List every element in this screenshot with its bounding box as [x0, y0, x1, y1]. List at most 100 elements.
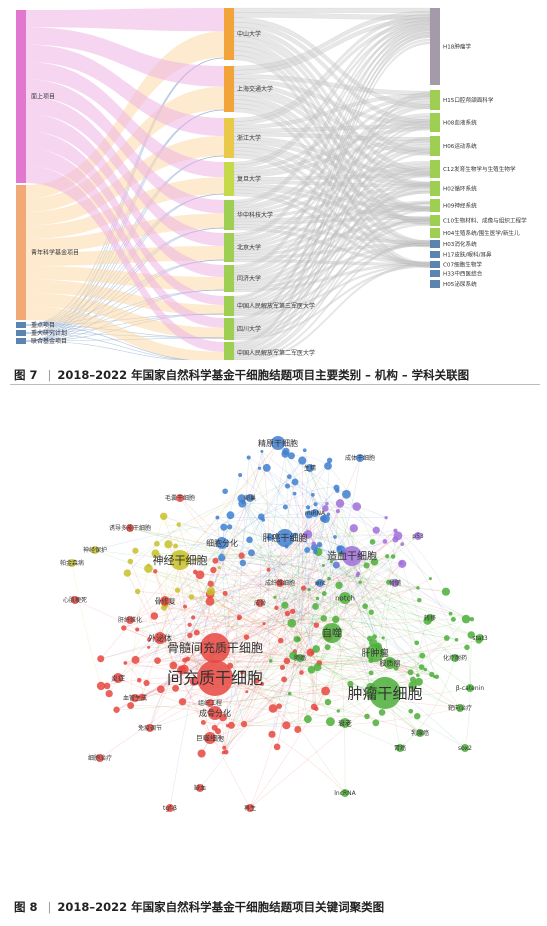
- network-keyword-node: [340, 718, 350, 728]
- network-keyword-label: 外泌体: [148, 633, 172, 643]
- network-node: [469, 617, 475, 622]
- network-edge: [221, 557, 466, 749]
- network-edge: [209, 594, 311, 653]
- network-edge: [148, 647, 391, 664]
- network-edge: [100, 618, 239, 660]
- sankey-node-institution: [224, 118, 234, 158]
- network-keyword-label: 卵巢: [244, 494, 256, 502]
- network-node: [321, 514, 330, 524]
- network-node: [312, 645, 321, 653]
- network-keyword-label: 肝纤维化: [118, 616, 142, 624]
- network-node: [238, 552, 245, 559]
- sankey-node-institution: [224, 296, 234, 316]
- network-keyword-node: [71, 596, 79, 604]
- network-edge: [148, 564, 329, 703]
- network-node: [369, 539, 376, 545]
- sankey-node-institution: [224, 318, 234, 340]
- network-edge: [242, 547, 340, 566]
- network-edge: [317, 565, 331, 668]
- network-keyword-node: [461, 744, 469, 752]
- network-keyword-node: [208, 706, 222, 720]
- network-node: [127, 702, 135, 709]
- network-edge: [297, 460, 304, 730]
- network-keyword-label: 靶向治疗: [448, 704, 472, 712]
- network-node: [173, 543, 179, 549]
- network-edge: [179, 442, 279, 561]
- network-node: [407, 669, 414, 676]
- sankey-node-discipline: [430, 136, 440, 156]
- sankey-node-institution: [224, 342, 234, 364]
- sankey-node-institution: [224, 265, 234, 292]
- network-node: [131, 655, 140, 664]
- network-edge: [242, 662, 391, 673]
- network-node: [134, 588, 141, 595]
- sankey-flow-category-institution: [26, 8, 224, 32]
- network-keyword-node: [466, 684, 474, 692]
- network-keyword-node: [384, 657, 396, 669]
- network-edge: [249, 539, 438, 678]
- network-edge: [271, 555, 361, 735]
- network-edge: [309, 535, 419, 590]
- network-node: [368, 609, 374, 615]
- network-edge: [251, 552, 435, 677]
- network-keyword-node: [246, 494, 254, 502]
- network-edge: [263, 573, 359, 624]
- network-edge: [331, 561, 346, 794]
- network-node: [298, 456, 307, 465]
- network-edge: [129, 619, 336, 627]
- network-node: [313, 622, 320, 628]
- sankey-label-discipline: C10生物材料、成像与组织工程学: [443, 217, 527, 225]
- network-node: [336, 709, 341, 713]
- network-node: [240, 670, 245, 675]
- network-node: [262, 622, 266, 626]
- network-edge: [302, 460, 461, 709]
- network-node: [287, 618, 297, 628]
- network-node: [362, 603, 369, 610]
- network-keyword-node: [206, 699, 214, 707]
- sankey-flow-category-institution: [26, 44, 224, 136]
- network-node: [238, 472, 243, 478]
- network-edge: [272, 585, 340, 709]
- sankey-label-discipline: H06运动系统: [443, 142, 477, 150]
- network-node: [245, 690, 249, 694]
- network-node: [153, 569, 158, 574]
- network-edge: [248, 457, 326, 509]
- network-edge: [127, 572, 371, 688]
- sankey-label-institution: 上海交通大学: [237, 85, 273, 93]
- network-node: [262, 463, 271, 472]
- network-node: [243, 634, 250, 640]
- figure-7-caption-text: 2018–2022 年国家自然科学基金干细胞结题项目主要类别 – 机构 – 学科…: [57, 368, 470, 382]
- network-node: [294, 726, 302, 734]
- network-edge: [135, 582, 396, 661]
- figure-8-caption: 图 8 | 2018–2022 年国家自然科学基金干细胞结题项目关键词聚类图: [14, 899, 384, 915]
- network-node: [282, 447, 290, 456]
- network-edge: [248, 457, 330, 579]
- network-edge: [225, 541, 386, 594]
- network-keyword-node: [200, 633, 230, 663]
- network-edge: [222, 672, 372, 718]
- network-node: [321, 563, 325, 568]
- network-edge: [241, 498, 313, 653]
- network-edge: [377, 539, 396, 647]
- network-keyword-node: [96, 754, 104, 762]
- network-edge: [394, 582, 467, 620]
- network-edge: [336, 564, 457, 641]
- network-node: [246, 536, 253, 544]
- network-node: [193, 557, 198, 562]
- network-edge: [261, 451, 270, 570]
- network-edge: [191, 596, 295, 652]
- network-node: [433, 675, 437, 679]
- network-node: [352, 502, 362, 511]
- network-keyword-label: 生精: [304, 464, 316, 472]
- network-node: [450, 616, 456, 622]
- network-keyword-node: [316, 579, 324, 587]
- network-node: [268, 659, 273, 663]
- network-node: [320, 615, 327, 622]
- network-keyword-label: 炎症: [111, 673, 125, 682]
- network-edge: [385, 562, 402, 664]
- network-node: [419, 652, 426, 659]
- network-edge: [303, 587, 417, 644]
- network-node: [312, 603, 319, 610]
- network-edge: [141, 559, 181, 698]
- network-edge: [388, 581, 456, 659]
